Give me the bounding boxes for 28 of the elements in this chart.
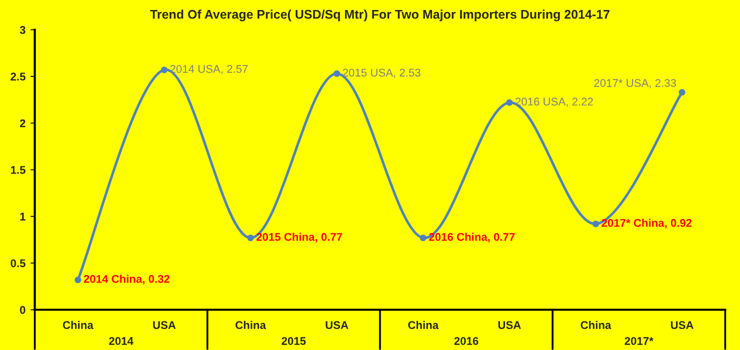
y-tick-label: 1	[20, 212, 26, 220]
data-label: 2017* China, 0.92	[602, 218, 692, 228]
x-tick-label: China	[62, 320, 94, 330]
data-label: 2014 USA, 2.57	[170, 65, 248, 74]
data-label: 2015 USA, 2.53	[342, 68, 420, 78]
x-tick-label: USA	[326, 321, 348, 330]
x-tick-label: USA	[670, 321, 694, 330]
x-tick-label: USA	[498, 321, 521, 330]
data-label: 2016 USA, 2.22	[516, 98, 593, 107]
x-tick-label: USA	[153, 321, 176, 330]
text: 2014	[109, 337, 134, 345]
y-tick-label: 2.5	[10, 72, 26, 81]
x-tick-label: China	[408, 320, 439, 330]
data-label: 2014 China, 0.32	[84, 274, 170, 284]
text: 2015	[282, 337, 306, 345]
y-tick-label: 3	[20, 26, 26, 34]
text: 2017*	[624, 337, 654, 345]
text: 2016	[454, 337, 478, 345]
x-tick-label: China	[236, 320, 266, 330]
data-label: 2017* USA, 2.33	[594, 79, 676, 88]
y-tick-label: 0.5	[10, 259, 26, 268]
data-label: 2016 China, 0.77	[429, 232, 515, 242]
x-tick-label: China	[580, 320, 612, 330]
y-tick-label: 0	[20, 306, 26, 314]
data-label: 2015 China, 0.77	[256, 232, 342, 242]
y-tick-label: 1.5	[11, 166, 26, 174]
y-tick-label: 2	[20, 119, 26, 128]
chart-title: Trend Of Average Price( USD/Sq Mtr) For Two Major Importers During 2014-17	[150, 10, 610, 22]
